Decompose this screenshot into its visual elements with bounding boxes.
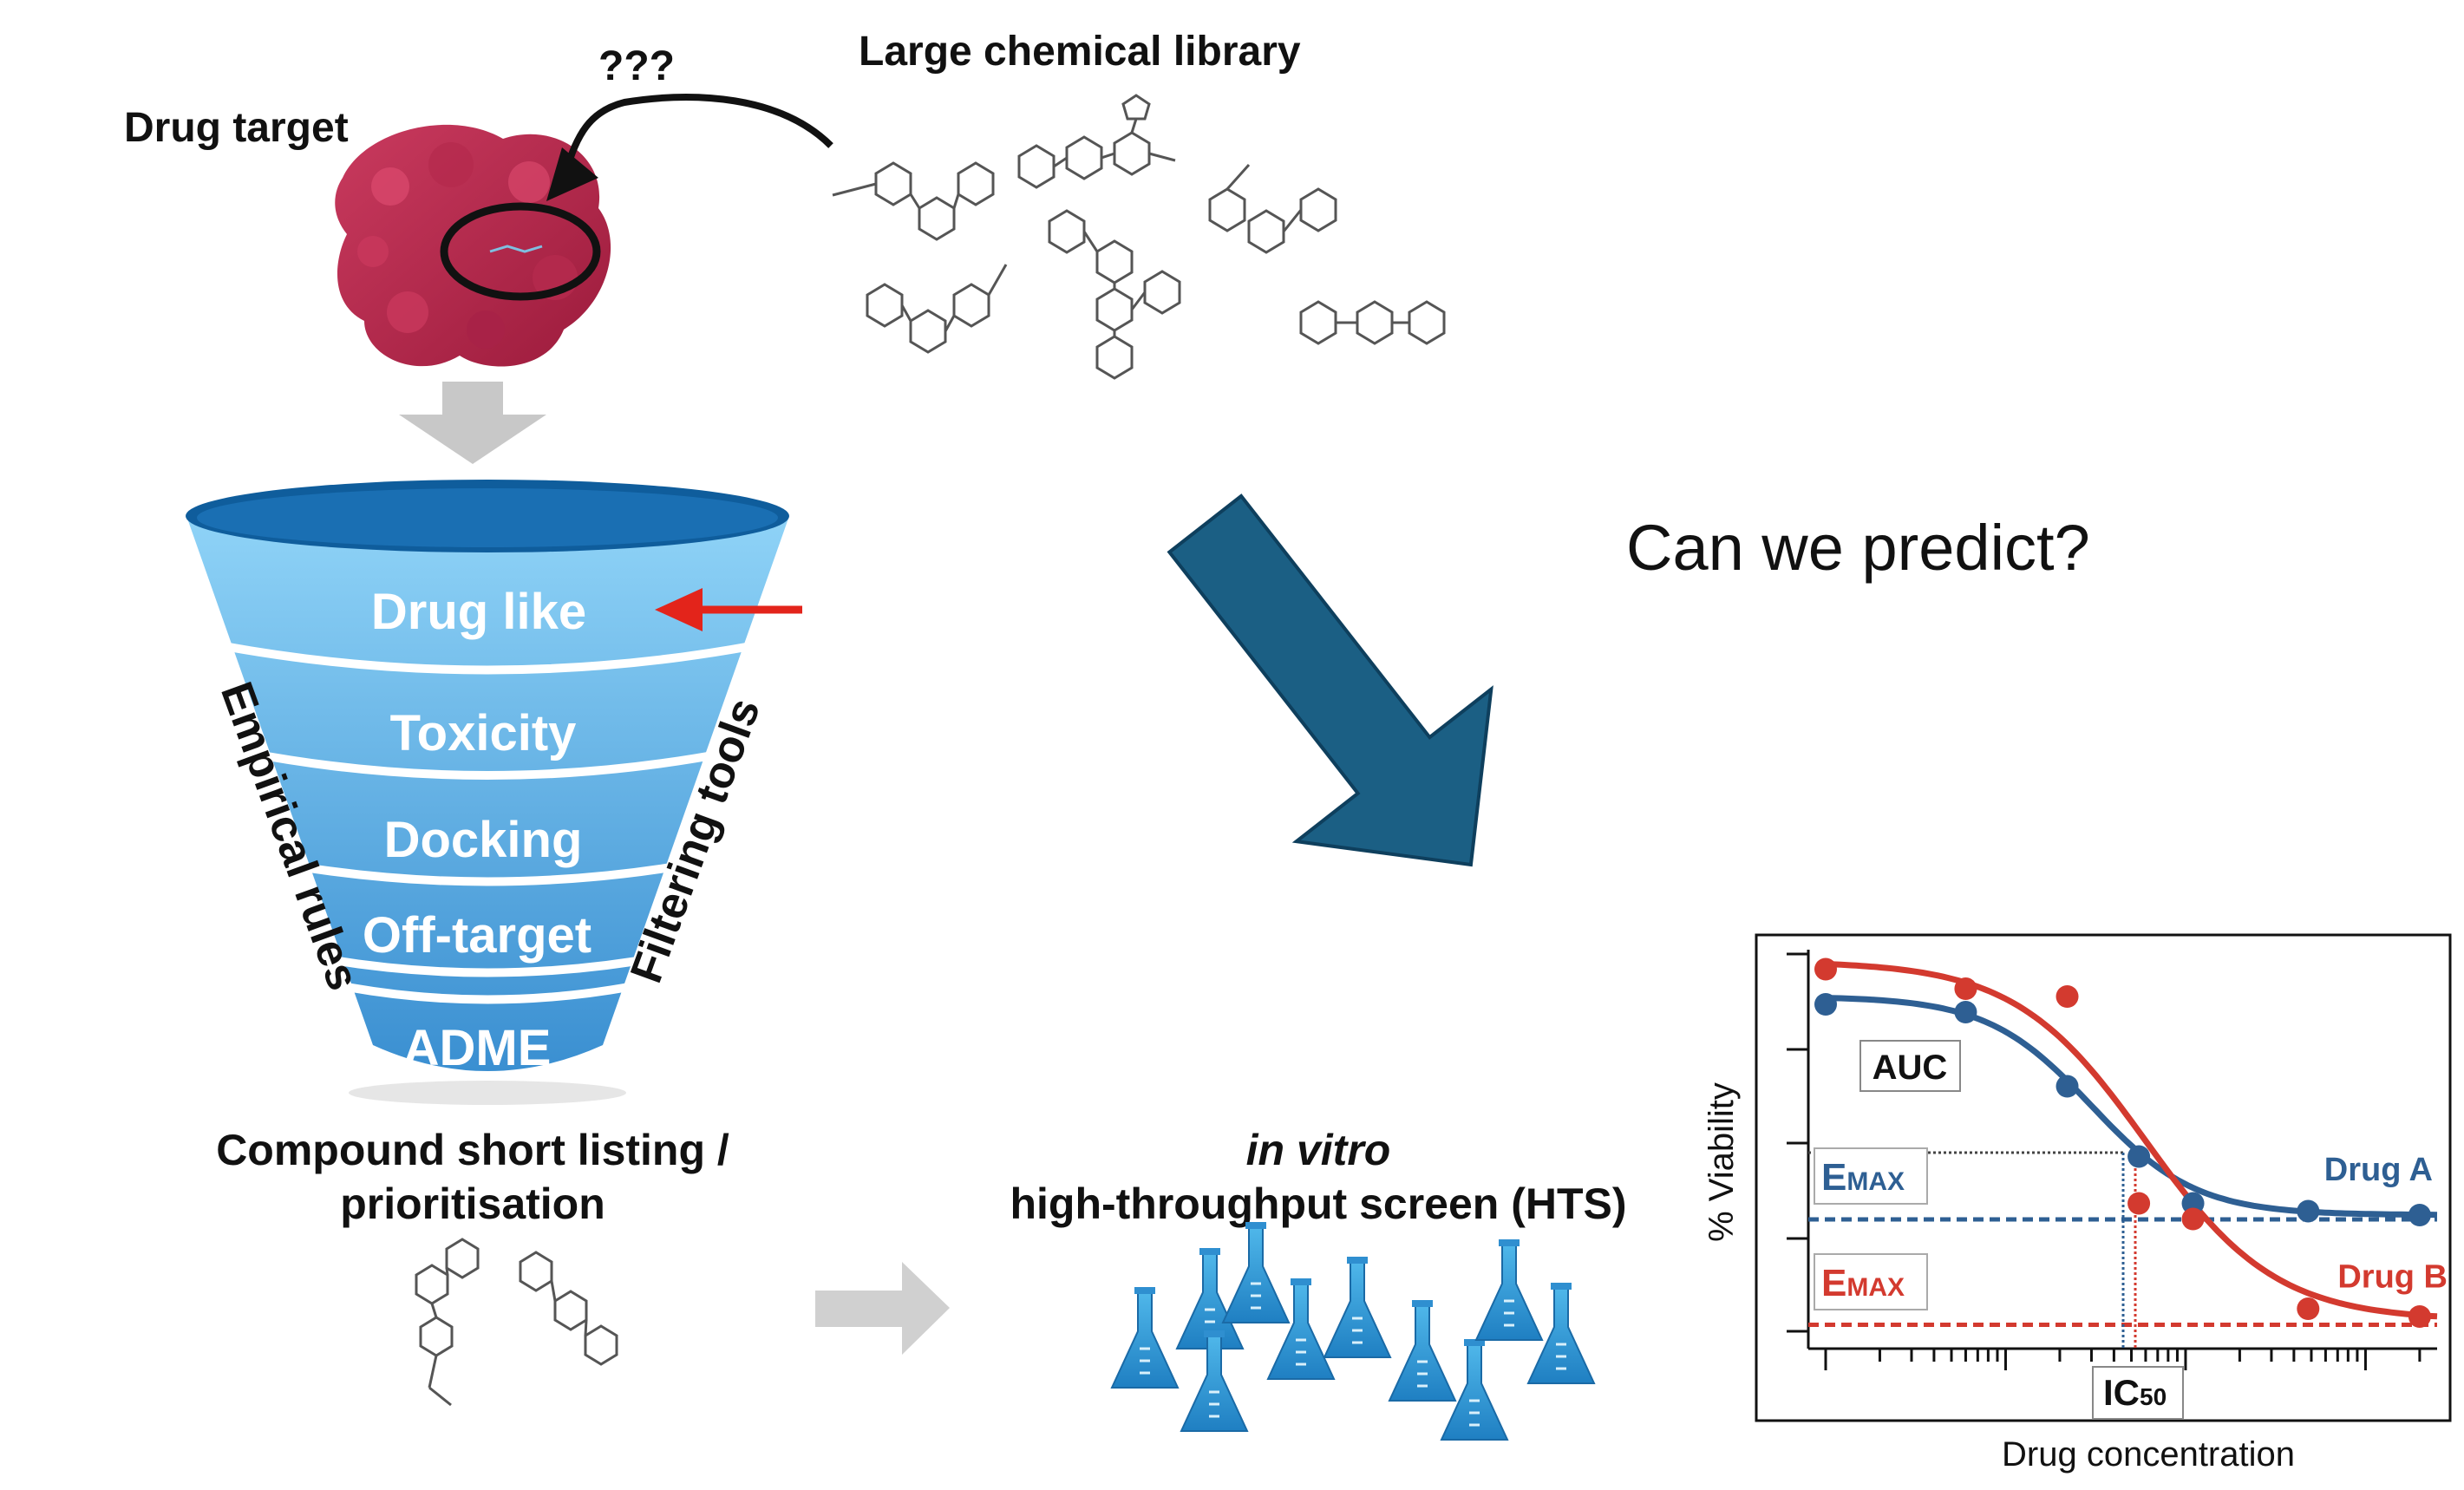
dose-response-chart: Drug A Drug B AUC EMAX EMAX IC50 — [1755, 933, 2452, 1422]
binding-arrow — [546, 94, 833, 201]
funnel-level-toxicity: Toxicity — [390, 705, 577, 761]
hts-label-line1: in vitro — [1246, 1126, 1391, 1174]
shortlisted-molecules-icon — [415, 1238, 618, 1407]
chart-axes — [1787, 950, 2437, 1370]
funnel-level-drug-like: Drug like — [371, 584, 586, 640]
flask-rim — [1499, 1239, 1520, 1246]
data-point-drug-a — [2181, 1192, 2205, 1215]
flask-rim — [1551, 1283, 1572, 1290]
data-point-drug-b — [2181, 1207, 2205, 1231]
red-pointer-arrow — [655, 588, 802, 631]
emax-label-drug-a-box — [1814, 1147, 1928, 1205]
ic50-label: IC50 — [2103, 1372, 2167, 1413]
auc-box — [1859, 1040, 1961, 1092]
chart-series-layer — [1808, 961, 2438, 1349]
drug-target-label: Drug target — [124, 105, 349, 151]
data-point-drug-b — [1954, 977, 1977, 1000]
data-point-drug-a — [1814, 993, 1837, 1016]
shortlist-label-line1: Compound short listing / — [216, 1126, 729, 1174]
flask-rim — [1347, 1257, 1368, 1264]
flask-rim — [1134, 1287, 1155, 1294]
flask-rim — [1464, 1339, 1485, 1346]
prediction-arrow — [1167, 493, 1493, 867]
ic50-box — [2092, 1366, 2184, 1420]
molecules-icon — [832, 94, 1446, 380]
flasks-icon — [1110, 1222, 1596, 1441]
series-line-drug-b — [1825, 961, 2438, 1320]
question-marks: ??? — [598, 43, 675, 89]
shortlist-label-line2: prioritisation — [340, 1180, 605, 1228]
flask-rim — [1204, 1330, 1225, 1337]
series-line-drug-a — [1825, 995, 2438, 1219]
hts-label-line2: high-throughput screen (HTS) — [1010, 1180, 1626, 1228]
chart-x-axis-label: Drug concentration — [2002, 1435, 2295, 1474]
data-point-drug-b — [2408, 1305, 2431, 1328]
data-point-drug-b — [2127, 1192, 2151, 1215]
data-point-drug-a — [2127, 1145, 2151, 1168]
chart-annotations: Drug A Drug B AUC EMAX EMAX IC50 — [1814, 1040, 2448, 1420]
data-point-drug-b — [2056, 985, 2079, 1008]
emax-label-drug-b-box — [1814, 1253, 1928, 1310]
flask-rim — [1291, 1278, 1311, 1285]
funnel-level-off-target: Off-target — [363, 907, 591, 964]
predict-label: Can we predict? — [1626, 512, 2090, 584]
data-point-drug-b — [1814, 957, 1837, 981]
chart-points-layer — [1814, 957, 2431, 1328]
flask-rim — [1245, 1222, 1266, 1229]
right-arrow — [815, 1262, 950, 1355]
series-label-drug-a: Drug A — [2324, 1152, 2433, 1188]
flask-rim — [1412, 1300, 1433, 1307]
chart-y-axis-label: % Viability — [1703, 1082, 1741, 1242]
auc-label: AUC — [1873, 1049, 1948, 1087]
funnel-level-adme: ADME — [403, 1020, 552, 1076]
data-point-drug-a — [1954, 1001, 1977, 1023]
flask-rim — [1199, 1248, 1220, 1255]
library-label: Large chemical library — [859, 29, 1301, 75]
protein-icon — [335, 124, 611, 367]
emax-label-drug-b: EMAX — [1821, 1262, 1905, 1304]
data-point-drug-a — [2297, 1199, 2320, 1223]
emax-label-drug-a: EMAX — [1821, 1156, 1905, 1199]
data-point-drug-a — [2056, 1075, 2079, 1098]
data-point-drug-b — [2297, 1297, 2320, 1320]
series-label-drug-b: Drug B — [2337, 1259, 2448, 1296]
funnel-level-docking: Docking — [384, 812, 583, 868]
data-point-drug-a — [2408, 1204, 2431, 1226]
down-arrow — [399, 382, 546, 464]
screening-funnel — [186, 480, 789, 1105]
